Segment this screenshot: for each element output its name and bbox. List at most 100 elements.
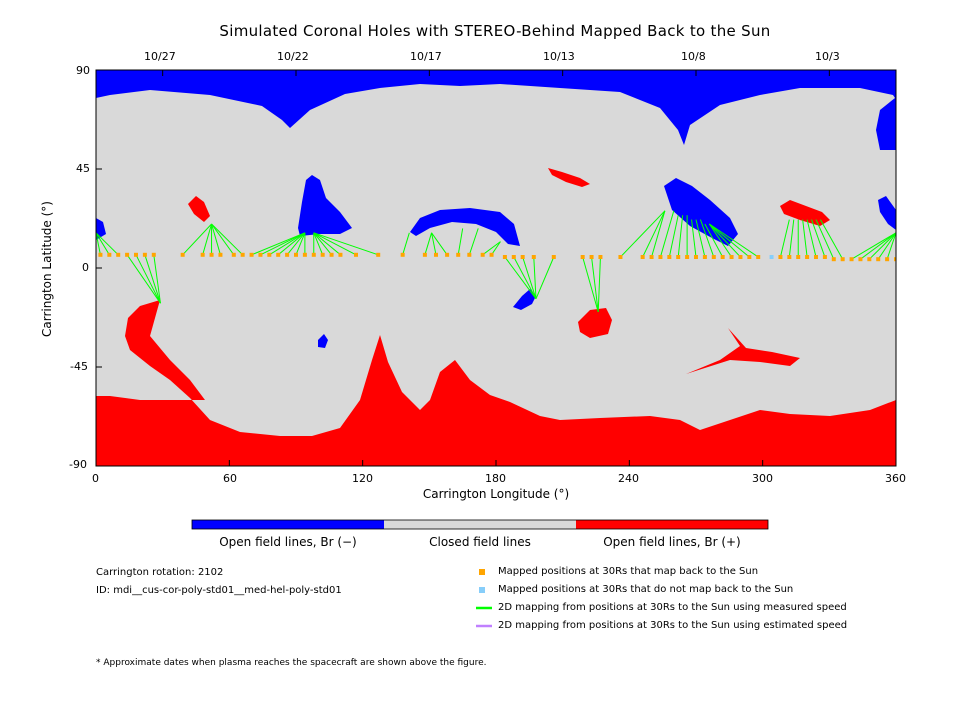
mapping-line [642, 210, 666, 258]
chart-title: Simulated Coronal Holes with STEREO-Behi… [219, 22, 771, 40]
mapping-line [533, 256, 537, 299]
mapped-point [756, 255, 761, 259]
mapped-point [876, 257, 881, 262]
mapped-point [400, 252, 405, 257]
mapping-line [424, 232, 433, 255]
mapped-point [338, 252, 343, 257]
x-tick-label: 240 [618, 472, 639, 485]
mapped-point [354, 252, 358, 257]
mapping-line [651, 210, 666, 258]
mapped-point [894, 257, 896, 262]
mapped-point [180, 252, 185, 257]
mapped-point [285, 252, 290, 257]
mapped-point [694, 255, 698, 259]
legend-swatch-unmapped [479, 587, 485, 593]
mapped-point [551, 255, 556, 259]
top-date-label: 10/27 [144, 50, 176, 63]
mapped-point [580, 255, 585, 259]
colorbar-closed [384, 520, 576, 529]
mapped-point [511, 255, 516, 259]
mapping-line [877, 232, 896, 260]
mapped-point [676, 255, 681, 259]
mapped-point [98, 252, 103, 257]
mapping-line [709, 223, 750, 258]
mapping-line [886, 232, 896, 260]
mapping-line [806, 219, 817, 258]
legend-label-unmapped: Mapped positions at 30Rs that do not map… [498, 584, 794, 595]
mapping-line [851, 232, 896, 260]
mapped-point [231, 252, 236, 257]
mapping-line [709, 223, 759, 258]
mapping-line [182, 223, 212, 256]
mapped-point [840, 257, 845, 262]
legend-swatch-mapped [479, 569, 485, 575]
mapped-point [151, 252, 156, 257]
mapping-line [820, 219, 844, 260]
mapping-line [135, 254, 161, 304]
mapped-point [125, 252, 130, 257]
mapped-point [376, 252, 381, 257]
mapping-line [788, 219, 795, 258]
y-tick-label: -90 [69, 458, 87, 471]
mapped-point [685, 255, 690, 259]
negative-hole-b [298, 175, 352, 236]
mapped-point [867, 257, 872, 262]
mapped-point [480, 252, 485, 257]
north-polar-coronal-hole [96, 70, 896, 150]
x-axis-label: Carrington Longitude (°) [422, 487, 570, 501]
mapped-point [200, 252, 205, 257]
x-tick-label: 360 [885, 472, 906, 485]
legend-label-mapped: Mapped positions at 30Rs that map back t… [498, 566, 759, 577]
mapped-point [311, 252, 316, 257]
mapping-line [868, 232, 896, 260]
negative-hole-a [96, 218, 106, 240]
negative-hole-c [410, 208, 520, 246]
top-date-label: 10/17 [410, 50, 442, 63]
mapping-line [708, 223, 741, 258]
mapping-line [313, 232, 324, 255]
colorbar-frame [191, 519, 769, 530]
y-tick-label: 0 [82, 261, 89, 274]
mapping-line [286, 232, 306, 256]
mapped-point [320, 252, 325, 257]
mapping-line [126, 254, 161, 304]
footnote: * Approximate dates when plasma reaches … [96, 658, 487, 668]
colorbar-open-neg [192, 520, 384, 529]
mapped-point [598, 255, 603, 259]
mapped-point [589, 255, 594, 259]
mapping-line [802, 219, 808, 258]
x-tick-label: 300 [752, 472, 773, 485]
mapping-line [260, 232, 306, 256]
mapped-point [467, 252, 472, 257]
south-polar-coronal-hole [96, 300, 896, 466]
mapped-point [276, 252, 281, 257]
mapping-line [211, 223, 244, 256]
mapping-line [313, 232, 341, 256]
mapped-point [738, 255, 743, 259]
axis-ticks [95, 69, 897, 467]
mapped-point [531, 255, 536, 259]
mapping-line [96, 232, 110, 256]
x-tick-label: 60 [223, 472, 237, 485]
mapped-point [720, 255, 725, 259]
y-tick-label: -45 [70, 360, 88, 373]
mapped-point [209, 252, 214, 257]
mapped-point [489, 252, 494, 257]
positive-hole-b [548, 168, 590, 187]
mapping-line [457, 228, 464, 255]
mapped-point [787, 255, 792, 259]
mapped-point [294, 252, 298, 257]
mapping-line [815, 219, 835, 260]
mapping-line [779, 219, 790, 258]
mapped-point [218, 252, 223, 257]
mapped-point [302, 252, 307, 257]
mapped-point [329, 252, 334, 257]
mapping-line [699, 219, 715, 258]
legend-label-measured: 2D mapping from positions at 30Rs to the… [498, 602, 847, 613]
mapping-line [482, 241, 501, 256]
positive-hole-e [686, 328, 800, 374]
colorbar-label-closed: Closed field lines [429, 535, 531, 549]
mapping-lines [96, 210, 896, 313]
mapped-point [822, 255, 827, 259]
mapping-line [591, 256, 599, 313]
